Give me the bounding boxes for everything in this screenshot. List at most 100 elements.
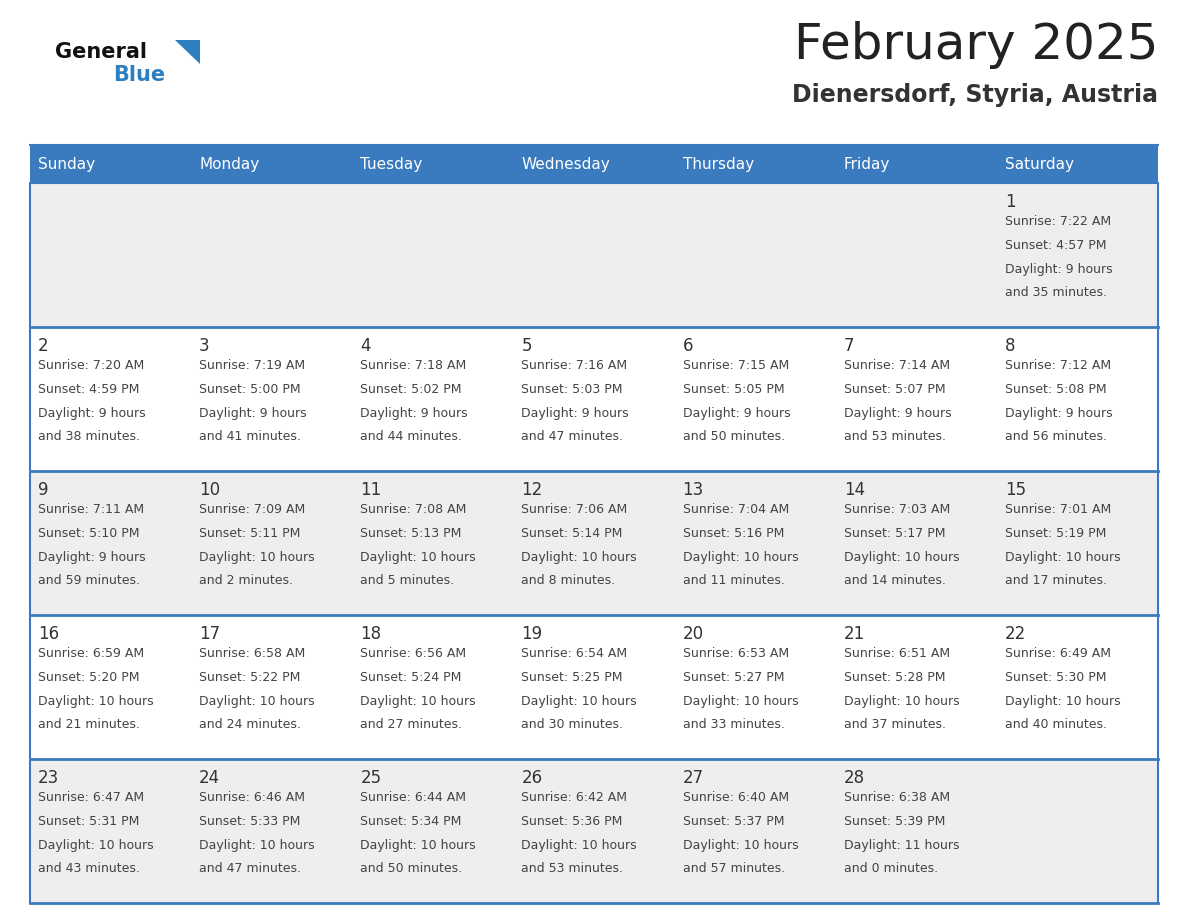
Text: 10: 10 bbox=[200, 481, 220, 499]
Text: Sunrise: 7:08 AM: Sunrise: 7:08 AM bbox=[360, 503, 467, 516]
Text: Daylight: 10 hours: Daylight: 10 hours bbox=[522, 838, 637, 852]
Bar bbox=[191, 471, 353, 615]
Bar bbox=[353, 183, 513, 327]
Text: and 50 minutes.: and 50 minutes. bbox=[683, 431, 785, 443]
Bar bbox=[353, 327, 513, 471]
Text: Daylight: 9 hours: Daylight: 9 hours bbox=[683, 407, 790, 420]
Bar bbox=[30, 471, 191, 615]
Bar bbox=[513, 145, 675, 183]
Text: Daylight: 10 hours: Daylight: 10 hours bbox=[1005, 695, 1120, 708]
Text: 8: 8 bbox=[1005, 337, 1016, 355]
Text: Daylight: 10 hours: Daylight: 10 hours bbox=[843, 695, 960, 708]
Text: Sunrise: 6:56 AM: Sunrise: 6:56 AM bbox=[360, 647, 467, 660]
Bar bbox=[513, 471, 675, 615]
Text: and 27 minutes.: and 27 minutes. bbox=[360, 718, 462, 732]
Bar bbox=[353, 145, 513, 183]
Text: and 50 minutes.: and 50 minutes. bbox=[360, 862, 462, 875]
Text: 14: 14 bbox=[843, 481, 865, 499]
Bar bbox=[675, 471, 835, 615]
Text: 27: 27 bbox=[683, 769, 703, 787]
Text: 17: 17 bbox=[200, 625, 220, 643]
Text: Sunset: 5:00 PM: Sunset: 5:00 PM bbox=[200, 383, 301, 396]
Text: Sunset: 5:37 PM: Sunset: 5:37 PM bbox=[683, 815, 784, 828]
Text: Sunset: 5:27 PM: Sunset: 5:27 PM bbox=[683, 671, 784, 684]
Text: 19: 19 bbox=[522, 625, 543, 643]
Text: Daylight: 10 hours: Daylight: 10 hours bbox=[360, 551, 476, 564]
Text: Sunrise: 7:12 AM: Sunrise: 7:12 AM bbox=[1005, 359, 1111, 372]
Text: Daylight: 10 hours: Daylight: 10 hours bbox=[522, 695, 637, 708]
Text: and 56 minutes.: and 56 minutes. bbox=[1005, 431, 1107, 443]
Text: Daylight: 9 hours: Daylight: 9 hours bbox=[1005, 263, 1112, 275]
Text: 18: 18 bbox=[360, 625, 381, 643]
Bar bbox=[191, 759, 353, 903]
Text: 12: 12 bbox=[522, 481, 543, 499]
Text: Sunset: 5:25 PM: Sunset: 5:25 PM bbox=[522, 671, 623, 684]
Bar bbox=[30, 183, 191, 327]
Text: and 40 minutes.: and 40 minutes. bbox=[1005, 718, 1107, 732]
Text: Sunset: 5:05 PM: Sunset: 5:05 PM bbox=[683, 383, 784, 396]
Text: and 43 minutes.: and 43 minutes. bbox=[38, 862, 140, 875]
Bar bbox=[835, 327, 997, 471]
Text: Sunset: 5:28 PM: Sunset: 5:28 PM bbox=[843, 671, 946, 684]
Text: Sunset: 5:02 PM: Sunset: 5:02 PM bbox=[360, 383, 462, 396]
Text: 24: 24 bbox=[200, 769, 220, 787]
Text: Daylight: 10 hours: Daylight: 10 hours bbox=[38, 695, 153, 708]
Text: General: General bbox=[55, 42, 147, 62]
Text: Daylight: 10 hours: Daylight: 10 hours bbox=[1005, 551, 1120, 564]
Text: Sunrise: 7:19 AM: Sunrise: 7:19 AM bbox=[200, 359, 305, 372]
Text: Sunrise: 7:16 AM: Sunrise: 7:16 AM bbox=[522, 359, 627, 372]
Text: and 11 minutes.: and 11 minutes. bbox=[683, 575, 784, 588]
Text: Wednesday: Wednesday bbox=[522, 156, 611, 172]
Text: and 14 minutes.: and 14 minutes. bbox=[843, 575, 946, 588]
Text: Sunrise: 7:09 AM: Sunrise: 7:09 AM bbox=[200, 503, 305, 516]
Text: Sunrise: 7:11 AM: Sunrise: 7:11 AM bbox=[38, 503, 144, 516]
Text: Sunset: 5:22 PM: Sunset: 5:22 PM bbox=[200, 671, 301, 684]
Bar bbox=[30, 327, 191, 471]
Text: Sunset: 5:14 PM: Sunset: 5:14 PM bbox=[522, 527, 623, 540]
Text: Sunrise: 7:15 AM: Sunrise: 7:15 AM bbox=[683, 359, 789, 372]
Bar bbox=[353, 471, 513, 615]
Text: Sunrise: 6:46 AM: Sunrise: 6:46 AM bbox=[200, 791, 305, 804]
Text: 4: 4 bbox=[360, 337, 371, 355]
Text: Saturday: Saturday bbox=[1005, 156, 1074, 172]
Text: 23: 23 bbox=[38, 769, 59, 787]
Text: and 53 minutes.: and 53 minutes. bbox=[522, 862, 624, 875]
Bar bbox=[835, 759, 997, 903]
Text: 13: 13 bbox=[683, 481, 703, 499]
Text: and 33 minutes.: and 33 minutes. bbox=[683, 718, 784, 732]
Text: and 38 minutes.: and 38 minutes. bbox=[38, 431, 140, 443]
Text: Blue: Blue bbox=[113, 65, 165, 85]
Text: Sunday: Sunday bbox=[38, 156, 95, 172]
Text: Sunrise: 6:54 AM: Sunrise: 6:54 AM bbox=[522, 647, 627, 660]
Bar bbox=[30, 145, 191, 183]
Text: 6: 6 bbox=[683, 337, 693, 355]
Bar bbox=[675, 327, 835, 471]
Text: Sunrise: 7:18 AM: Sunrise: 7:18 AM bbox=[360, 359, 467, 372]
Text: Sunrise: 7:04 AM: Sunrise: 7:04 AM bbox=[683, 503, 789, 516]
Text: 1: 1 bbox=[1005, 193, 1016, 211]
Bar bbox=[353, 759, 513, 903]
Text: Sunrise: 6:58 AM: Sunrise: 6:58 AM bbox=[200, 647, 305, 660]
Text: Sunset: 5:39 PM: Sunset: 5:39 PM bbox=[843, 815, 946, 828]
Text: Sunrise: 6:51 AM: Sunrise: 6:51 AM bbox=[843, 647, 950, 660]
Text: Sunrise: 7:20 AM: Sunrise: 7:20 AM bbox=[38, 359, 144, 372]
Text: Daylight: 10 hours: Daylight: 10 hours bbox=[522, 551, 637, 564]
Bar bbox=[353, 615, 513, 759]
Text: 9: 9 bbox=[38, 481, 49, 499]
Text: Sunrise: 6:44 AM: Sunrise: 6:44 AM bbox=[360, 791, 466, 804]
Bar bbox=[30, 615, 191, 759]
Text: Thursday: Thursday bbox=[683, 156, 753, 172]
Text: Sunrise: 7:14 AM: Sunrise: 7:14 AM bbox=[843, 359, 950, 372]
Text: and 24 minutes.: and 24 minutes. bbox=[200, 718, 301, 732]
Text: Sunrise: 7:22 AM: Sunrise: 7:22 AM bbox=[1005, 215, 1111, 228]
Text: Tuesday: Tuesday bbox=[360, 156, 423, 172]
Text: Sunrise: 6:53 AM: Sunrise: 6:53 AM bbox=[683, 647, 789, 660]
Text: and 37 minutes.: and 37 minutes. bbox=[843, 718, 946, 732]
Text: and 47 minutes.: and 47 minutes. bbox=[522, 431, 624, 443]
Bar bbox=[191, 145, 353, 183]
Text: Daylight: 10 hours: Daylight: 10 hours bbox=[38, 838, 153, 852]
Text: Sunset: 5:20 PM: Sunset: 5:20 PM bbox=[38, 671, 139, 684]
Text: Daylight: 10 hours: Daylight: 10 hours bbox=[683, 695, 798, 708]
Text: and 21 minutes.: and 21 minutes. bbox=[38, 718, 140, 732]
Text: 3: 3 bbox=[200, 337, 210, 355]
